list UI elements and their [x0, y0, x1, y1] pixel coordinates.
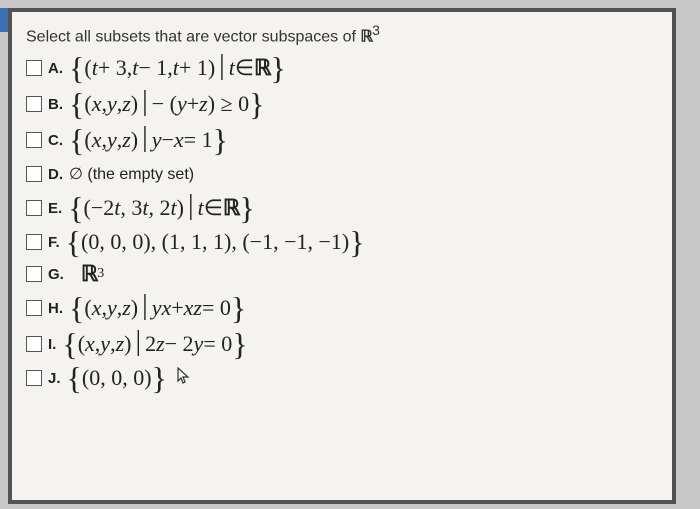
option-c[interactable]: C. {(x, y, z)|y − x = 1} — [26, 124, 658, 156]
option-label-d: D. — [48, 166, 63, 183]
question-prompt: Select all subsets that are vector subsp… — [26, 22, 658, 46]
checkbox-d[interactable] — [26, 166, 42, 182]
option-label-c: C. — [48, 132, 63, 149]
option-d[interactable]: D. ∅ (the empty set) — [26, 160, 658, 188]
option-label-g: G. — [48, 266, 64, 283]
option-math-c: {(x, y, z)|y − x = 1} — [69, 124, 228, 156]
option-math-h: {(x, y, z)|yx + xz = 0} — [69, 292, 246, 324]
option-f[interactable]: F. {(0, 0, 0), (1, 1, 1), (−1, −1, −1)} — [26, 228, 658, 256]
checkbox-j[interactable] — [26, 370, 42, 386]
checkbox-f[interactable] — [26, 234, 42, 250]
option-h[interactable]: H. {(x, y, z)|yx + xz = 0} — [26, 292, 658, 324]
option-math-a: {(t + 3, t − 1, t + 1)|t ∈ ℝ} — [69, 52, 286, 84]
option-a[interactable]: A. {(t + 3, t − 1, t + 1)|t ∈ ℝ} — [26, 52, 658, 84]
option-math-j: {(0, 0, 0)} — [67, 365, 167, 391]
option-g[interactable]: G. ℝ3 — [26, 260, 658, 288]
option-i[interactable]: I. {(x, y, z)|2z − 2y = 0} — [26, 328, 658, 360]
checkbox-e[interactable] — [26, 200, 42, 216]
checkbox-a[interactable] — [26, 60, 42, 76]
space-dimension: 3 — [372, 22, 380, 38]
prompt-text: Select all subsets that are vector subsp… — [26, 28, 360, 45]
option-label-a: A. — [48, 60, 63, 77]
option-label-i: I. — [48, 336, 56, 353]
option-e[interactable]: E. {(−2t, 3t, 2t)|t ∈ ℝ} — [26, 192, 658, 224]
option-text-d: ∅ (the empty set) — [69, 164, 194, 184]
option-math-g: ℝ3 — [70, 261, 104, 287]
accent-sidebar — [0, 8, 8, 32]
option-label-b: B. — [48, 96, 63, 113]
option-math-b: {(x, y, z)| − (y + z) ≥ 0} — [69, 88, 264, 120]
checkbox-b[interactable] — [26, 96, 42, 112]
space-symbol: ℝ — [360, 28, 372, 45]
question-panel: Select all subsets that are vector subsp… — [12, 12, 672, 500]
question-frame: Select all subsets that are vector subsp… — [8, 8, 676, 504]
option-label-j: J. — [48, 370, 61, 387]
option-b[interactable]: B. {(x, y, z)| − (y + z) ≥ 0} — [26, 88, 658, 120]
cursor-icon — [177, 367, 191, 390]
option-label-f: F. — [48, 234, 60, 251]
option-math-i: {(x, y, z)|2z − 2y = 0} — [62, 328, 247, 360]
checkbox-h[interactable] — [26, 300, 42, 316]
checkbox-i[interactable] — [26, 336, 42, 352]
checkbox-g[interactable] — [26, 266, 42, 282]
checkbox-c[interactable] — [26, 132, 42, 148]
option-label-e: E. — [48, 200, 62, 217]
option-label-h: H. — [48, 300, 63, 317]
option-math-e: {(−2t, 3t, 2t)|t ∈ ℝ} — [68, 192, 255, 224]
option-j[interactable]: J. {(0, 0, 0)} — [26, 364, 658, 392]
option-math-f: {(0, 0, 0), (1, 1, 1), (−1, −1, −1)} — [66, 229, 365, 255]
